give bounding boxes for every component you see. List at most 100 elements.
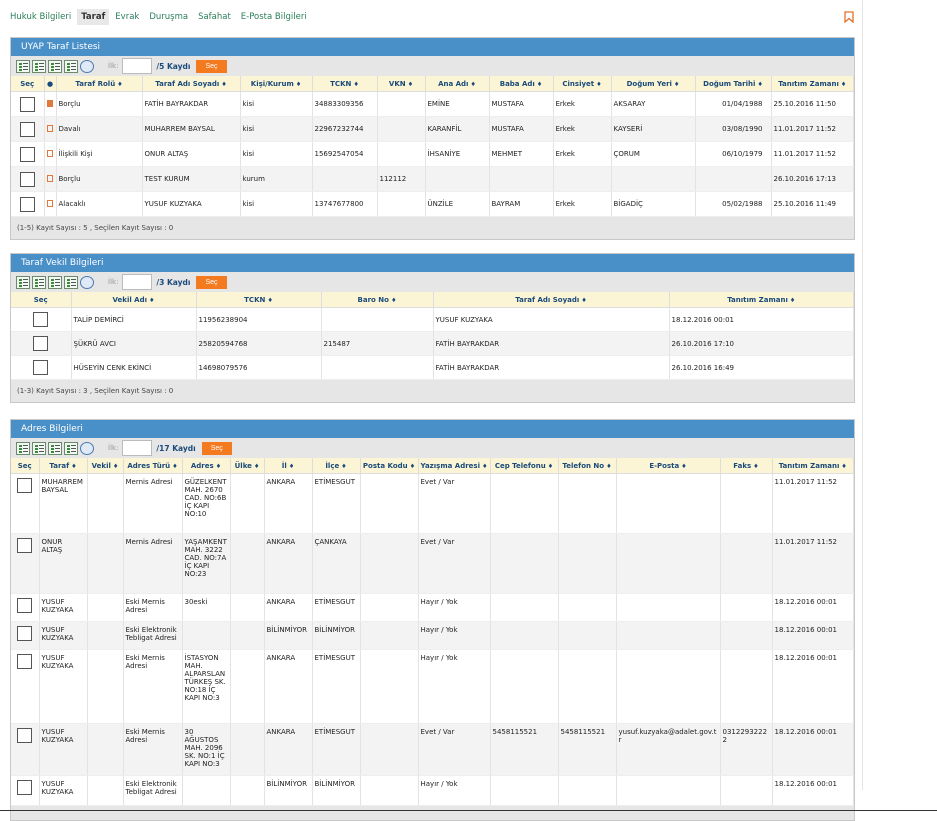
row-checkbox[interactable] xyxy=(17,780,33,795)
cell-dt xyxy=(695,166,772,192)
row-checkbox[interactable] xyxy=(17,478,33,493)
column-header[interactable]: Doğum Yeri xyxy=(611,76,696,92)
tab-4[interactable]: Safahat xyxy=(198,12,231,22)
row-checkbox[interactable] xyxy=(17,654,33,669)
select-button[interactable]: Seç xyxy=(196,275,227,289)
table-row[interactable]: TALİP DEMİRCİ 11956238904 YUSUF KUZYAKA 18.… xyxy=(11,307,854,332)
column-header[interactable]: Baro No xyxy=(321,292,434,308)
tab-1[interactable]: Taraf xyxy=(77,9,110,25)
table-row[interactable]: HÜSEYİN CENK EKİNCİ 14698079576 FATİH BAYR… xyxy=(11,355,854,380)
ilk-input[interactable] xyxy=(122,274,153,290)
table-row[interactable]: YUSUF KUZYAKA Eski Elektronik Tebligat Ad… xyxy=(11,621,854,650)
column-header[interactable]: Cep Telefonu xyxy=(490,458,559,474)
table-row[interactable]: YUSUF KUZYAKA Eski Mernis Adresi İSTASYON … xyxy=(11,649,854,724)
column-header[interactable]: Posta Kodu xyxy=(360,458,419,474)
list-view-icon[interactable] xyxy=(16,275,30,289)
table-row[interactable]: ŞÜKRÜ AVCI 25820594768 215487 FATİH BAYRAKD… xyxy=(11,331,854,356)
globe-icon[interactable] xyxy=(80,275,94,289)
row-checkbox[interactable] xyxy=(19,171,35,187)
list-view-icon[interactable] xyxy=(64,275,78,289)
column-header[interactable]: Telefon No xyxy=(558,458,617,474)
column-header[interactable]: Cinsiyet xyxy=(553,76,612,92)
flag-icon[interactable] xyxy=(47,99,53,107)
list-view-icon[interactable] xyxy=(32,59,46,73)
flag-icon[interactable] xyxy=(47,149,53,157)
column-header[interactable]: Taraf Rolü xyxy=(56,76,143,92)
column-header[interactable]: Ülke xyxy=(230,458,265,474)
column-header[interactable]: E-Posta xyxy=(616,458,721,474)
row-checkbox[interactable] xyxy=(33,360,49,375)
ilk-input[interactable] xyxy=(122,58,153,74)
flag-icon[interactable] xyxy=(47,124,53,132)
table-row[interactable]: YUSUF KUZYAKA Eski Mernis Adresi 30eski ANK… xyxy=(11,593,854,622)
bookmark-icon[interactable] xyxy=(844,11,854,23)
column-header[interactable]: Ana Adı xyxy=(425,76,490,92)
table-row[interactable]: Alacaklı YUSUF KUZYAKA kisi 13747677800 ÜNZİ… xyxy=(11,191,854,217)
tab-0[interactable]: Hukuk Bilgileri xyxy=(10,12,72,22)
row-checkbox[interactable] xyxy=(17,728,33,743)
column-header[interactable]: İlçe xyxy=(312,458,361,474)
column-label: İlçe xyxy=(325,462,346,470)
cell-tz: 11.01.2017 11:52 xyxy=(771,116,854,142)
column-header[interactable]: Baba Adı xyxy=(489,76,554,92)
globe-icon[interactable] xyxy=(80,59,94,73)
flag-icon[interactable] xyxy=(47,174,53,182)
list-view-icon[interactable] xyxy=(32,275,46,289)
table-row[interactable]: ONUR ALTAŞ Mernis Adresi YAŞAMKENT MAH. 32… xyxy=(11,533,854,594)
table-row[interactable]: Davalı MUHARREM BAYSAL kisi 22967232744 KARA… xyxy=(11,116,854,142)
table-row[interactable]: YUSUF KUZYAKA Eski Mernis Adresi 30 AĞUSTO… xyxy=(11,723,854,776)
column-header[interactable]: Taraf xyxy=(39,458,88,474)
table-row[interactable]: İlişkili Kişi ONUR ALTAŞ kisi 15692547054 İH… xyxy=(11,141,854,167)
row-checkbox[interactable] xyxy=(19,146,35,162)
column-header[interactable]: Doğum Tarihi xyxy=(695,76,772,92)
column-header[interactable]: Yazışma Adresi xyxy=(418,458,491,474)
row-checkbox[interactable] xyxy=(17,626,33,641)
ilk-input[interactable] xyxy=(122,440,153,456)
list-view-icon[interactable] xyxy=(64,441,78,455)
list-view-icon[interactable] xyxy=(48,275,62,289)
column-header[interactable]: Vekil Adı xyxy=(71,292,197,308)
list-view-icon[interactable] xyxy=(16,59,30,73)
row-checkbox[interactable] xyxy=(33,312,49,327)
table-row[interactable]: Borçlu FATİH BAYRAKDAR kisi 34883309356 EMİN… xyxy=(11,91,854,117)
flag-icon[interactable] xyxy=(47,199,53,207)
globe-icon[interactable] xyxy=(80,441,94,455)
column-header[interactable]: Tanıtım Zamanı xyxy=(669,292,854,308)
table-row[interactable]: Borçlu TEST KURUM kurum 112112 26.10.2016 17… xyxy=(11,166,854,192)
column-header[interactable]: TCKN xyxy=(196,292,322,308)
cell-ad: TEST KURUM xyxy=(142,166,241,192)
row-checkbox[interactable] xyxy=(19,121,35,137)
table-row[interactable]: MUHARREM BAYSAL Mernis Adresi GÜZELKENT MA… xyxy=(11,473,854,534)
list-view-icon[interactable] xyxy=(48,59,62,73)
column-header[interactable]: Faks xyxy=(720,458,773,474)
column-header[interactable]: Tanıtım Zamanı xyxy=(772,458,854,474)
column-header[interactable]: Kişi/Kurum xyxy=(240,76,313,92)
list-view-icon[interactable] xyxy=(32,441,46,455)
cell-faks xyxy=(720,621,773,650)
column-header[interactable]: Adres xyxy=(182,458,231,474)
column-header[interactable]: İl xyxy=(264,458,313,474)
tab-5[interactable]: E-Posta Bilgileri xyxy=(240,12,307,22)
list-view-icon[interactable] xyxy=(64,59,78,73)
list-view-icon[interactable] xyxy=(16,441,30,455)
row-checkbox[interactable] xyxy=(17,538,33,553)
row-checkbox[interactable] xyxy=(19,196,35,212)
column-header[interactable]: VKN xyxy=(377,76,426,92)
select-button[interactable]: Seç xyxy=(201,441,232,455)
column-header[interactable]: Adres Türü xyxy=(123,458,183,474)
row-checkbox[interactable] xyxy=(17,598,33,613)
column-header[interactable]: Tanıtım Zamanı xyxy=(771,76,854,92)
row-checkbox[interactable] xyxy=(33,336,49,351)
column-header[interactable]: TCKN xyxy=(312,76,378,92)
table-row[interactable]: YUSUF KUZYAKA Eski Elektronik Tebligat Ad… xyxy=(11,775,854,806)
column-header[interactable]: ● xyxy=(44,76,57,92)
cell-tip: kisi xyxy=(240,116,313,142)
column-header[interactable]: Taraf Adı Soyadı xyxy=(142,76,241,92)
row-checkbox[interactable] xyxy=(19,96,35,112)
column-header[interactable]: Vekil xyxy=(87,458,124,474)
select-button[interactable]: Seç xyxy=(196,59,227,73)
tab-2[interactable]: Evrak xyxy=(115,12,140,22)
list-view-icon[interactable] xyxy=(48,441,62,455)
column-header[interactable]: Taraf Adı Soyadı xyxy=(433,292,670,308)
tab-3[interactable]: Duruşma xyxy=(149,12,189,22)
